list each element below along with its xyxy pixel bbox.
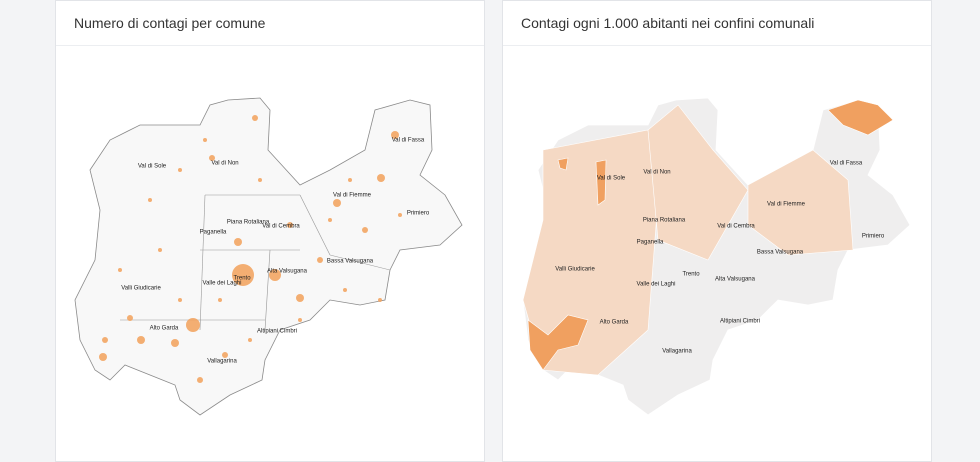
bubble bbox=[222, 352, 228, 358]
area-label: Valli Giudicarie bbox=[555, 267, 595, 273]
area-label: Val di Cembra bbox=[717, 224, 755, 230]
bubble bbox=[348, 178, 352, 182]
maps: Val di Sole Val di Non Val di Fassa Val di … bbox=[74, 97, 911, 416]
bubble bbox=[197, 377, 203, 383]
bubble bbox=[99, 353, 107, 361]
area-label: Alta Valsugana bbox=[715, 277, 756, 283]
area-label: Altipiani Cimbri bbox=[720, 319, 760, 325]
area-label: Alta Valsugana bbox=[267, 269, 308, 275]
area-label: Val di Sole bbox=[597, 176, 626, 182]
area-label: Vallagarina bbox=[207, 359, 237, 365]
bubble bbox=[127, 315, 133, 321]
panel-title: Contagi ogni 1.000 abitanti nei confini … bbox=[503, 1, 931, 46]
bubble bbox=[158, 248, 162, 252]
bubble bbox=[178, 298, 182, 302]
map-right: Val di Sole Val di Non Val di Fassa Val di … bbox=[522, 97, 911, 416]
shaded-area bbox=[747, 149, 854, 256]
bubble bbox=[171, 339, 179, 347]
bubble bbox=[137, 336, 145, 344]
bubble bbox=[296, 294, 304, 302]
area-label: Valli Giudicarie bbox=[121, 286, 161, 292]
area-label: Valle dei Laghi bbox=[203, 281, 242, 287]
page: Numero di contagi per comune Contagi ogn… bbox=[55, 0, 932, 462]
area-label: Val di Cembra bbox=[262, 224, 300, 230]
shaded-area bbox=[595, 159, 607, 206]
bubble bbox=[298, 318, 302, 322]
bubble bbox=[186, 318, 200, 332]
area-label: Trento bbox=[233, 276, 251, 282]
area-label: Alto Garda bbox=[150, 326, 179, 332]
shaded-area bbox=[827, 99, 894, 136]
bubble bbox=[378, 298, 382, 302]
area-label: Piana Rotaliana bbox=[643, 218, 686, 224]
bubble bbox=[248, 338, 252, 342]
bubble bbox=[218, 298, 222, 302]
bubble bbox=[287, 222, 293, 228]
area-label: Primiero bbox=[407, 211, 430, 217]
bubble bbox=[258, 178, 262, 182]
area-label: Vallagarina bbox=[662, 349, 692, 355]
bubble bbox=[362, 227, 368, 233]
bubble bbox=[232, 264, 254, 286]
area-label: Altipiani Cimbri bbox=[257, 329, 297, 335]
area-label: Primiero bbox=[862, 234, 885, 240]
bubble bbox=[234, 238, 242, 246]
area-label: Val di Fiemme bbox=[333, 193, 372, 199]
panel-title: Numero di contagi per comune bbox=[56, 1, 484, 46]
shaded-area bbox=[527, 314, 589, 371]
area-label: Paganella bbox=[200, 230, 227, 236]
bubble bbox=[269, 269, 281, 281]
bubble bbox=[328, 218, 332, 222]
area-label: Valle dei Laghi bbox=[637, 282, 676, 288]
area-label: Val di Fassa bbox=[392, 138, 425, 144]
map-left: Val di Sole Val di Non Val di Fassa Val di … bbox=[74, 97, 463, 416]
bubble bbox=[148, 198, 152, 202]
border bbox=[199, 194, 206, 331]
border bbox=[264, 249, 271, 331]
area-label: Bassa Valsugana bbox=[757, 250, 804, 256]
bubble bbox=[118, 268, 122, 272]
area-label: Val di Sole bbox=[138, 164, 167, 170]
territory bbox=[74, 97, 463, 416]
area-label: Val di Fassa bbox=[830, 161, 863, 167]
area-label: Alto Garda bbox=[600, 320, 629, 326]
area-label: Paganella bbox=[637, 240, 664, 246]
bubble bbox=[333, 199, 341, 207]
area-label: Bassa Valsugana bbox=[327, 259, 374, 265]
area-label: Trento bbox=[682, 272, 700, 278]
bubble bbox=[377, 174, 385, 182]
border bbox=[299, 194, 331, 256]
area-label: Val di Fiemme bbox=[767, 202, 806, 208]
bubble bbox=[209, 155, 215, 161]
bubble bbox=[252, 115, 258, 121]
bubble bbox=[102, 337, 108, 343]
shaded-area bbox=[557, 157, 569, 171]
bubble bbox=[317, 257, 323, 263]
bubble bbox=[178, 168, 182, 172]
area-label: Val di Non bbox=[643, 170, 670, 176]
border bbox=[329, 254, 391, 271]
bubble bbox=[203, 138, 207, 142]
bubble bbox=[343, 288, 347, 292]
area-label: Val di Non bbox=[211, 161, 238, 167]
area-label: Piana Rotaliana bbox=[227, 220, 270, 226]
bubble bbox=[391, 131, 399, 139]
bubble bbox=[398, 213, 402, 217]
